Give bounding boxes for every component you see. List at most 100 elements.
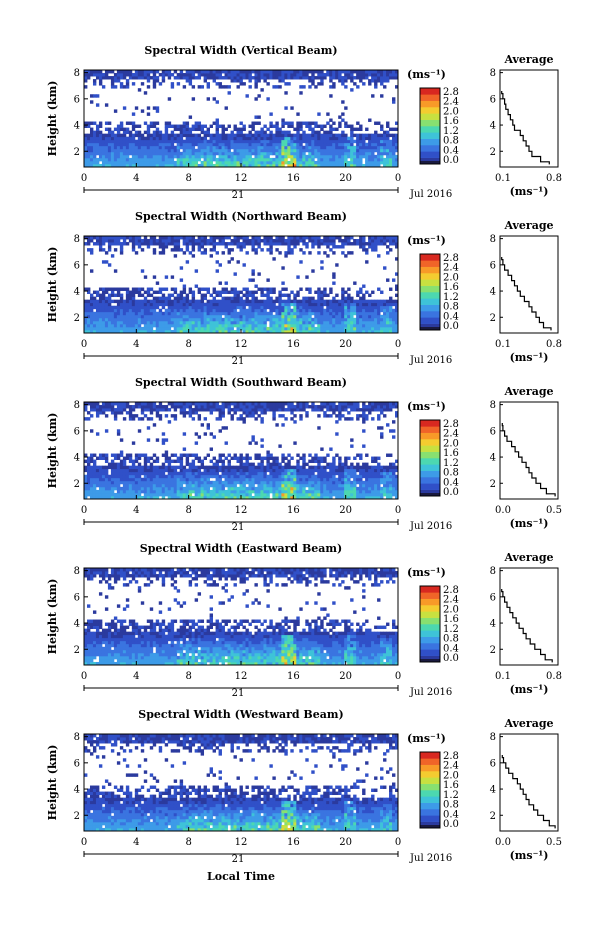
heatmap-cell <box>152 145 157 150</box>
heatmap-cell <box>176 486 181 491</box>
heatmap-cell <box>233 157 237 162</box>
heatmap-cell <box>101 474 106 479</box>
heatmap-cell <box>182 127 187 132</box>
heatmap-cell <box>170 287 175 291</box>
heatmap-cell <box>257 314 261 319</box>
heatmap-cell <box>107 242 112 246</box>
heatmap-cell <box>254 115 258 119</box>
heatmap-cell <box>317 317 321 322</box>
heatmap-cell <box>293 320 297 325</box>
heatmap-cell <box>233 136 237 141</box>
heatmap-cell <box>263 480 267 485</box>
heatmap-cell <box>260 293 264 298</box>
heatmap-cell <box>134 453 139 457</box>
heatmap-cell <box>134 133 139 138</box>
heatmap-cell <box>182 408 187 412</box>
heatmap-cell <box>116 402 121 406</box>
heatmap-cell <box>239 76 243 80</box>
heatmap-cell <box>206 311 210 316</box>
heatmap-cell <box>191 468 196 473</box>
heatmap-cell <box>194 148 199 153</box>
heatmap-cell <box>98 236 103 240</box>
heatmap-cell <box>377 287 381 291</box>
heatmap-cell <box>254 130 258 135</box>
heatmap-cell <box>194 314 199 319</box>
heatmap-cell <box>191 124 196 128</box>
heatmap-cell <box>368 299 372 304</box>
heatmap-cell <box>275 163 279 168</box>
heatmap-cell <box>179 408 184 412</box>
heatmap-cell <box>191 73 196 77</box>
heatmap-cell <box>158 154 163 159</box>
heatmap-cell <box>386 302 390 307</box>
heatmap-cell <box>191 320 196 325</box>
heatmap-cell <box>272 483 276 488</box>
heatmap-cell <box>287 495 291 500</box>
heatmap-cell <box>296 314 300 319</box>
heatmap-cell <box>128 456 133 460</box>
heatmap-cell <box>84 302 88 307</box>
heatmap-cell <box>341 145 345 150</box>
heatmap-cell <box>272 323 276 328</box>
heatmap-cell <box>305 245 309 249</box>
heatmap-cell <box>278 145 282 150</box>
heatmap-cell <box>272 408 276 412</box>
heatmap-cell <box>119 142 124 147</box>
heatmap-cell <box>206 239 210 243</box>
heatmap-cell <box>140 314 145 319</box>
heatmap-cell <box>104 471 109 476</box>
heatmap-cell <box>275 154 279 159</box>
heatmap-cell <box>167 145 172 150</box>
heatmap-cell <box>215 76 219 80</box>
heatmap-cell <box>188 76 193 80</box>
heatmap-cell <box>95 480 100 485</box>
heatmap-cell <box>350 236 354 240</box>
heatmap-cell <box>137 70 142 74</box>
heatmap-cell <box>197 248 202 252</box>
heatmap-cell <box>116 465 121 470</box>
heatmap-cell <box>356 329 360 334</box>
heatmap-cell <box>173 145 178 150</box>
heatmap-cell <box>140 408 145 412</box>
heatmap-cell <box>137 124 142 128</box>
heatmap-cell <box>251 323 255 328</box>
heatmap-cell <box>170 468 175 473</box>
heatmap-cell <box>392 73 396 77</box>
heatmap-cell <box>293 133 297 138</box>
heatmap-cell <box>266 462 270 467</box>
heatmap-cell <box>308 320 312 325</box>
heatmap-cell <box>131 151 136 156</box>
heatmap-cell <box>218 405 222 409</box>
heatmap-cell <box>368 308 372 313</box>
heatmap-cell <box>206 133 210 138</box>
heatmap-cell <box>116 163 121 168</box>
heatmap-cell <box>365 305 369 310</box>
heatmap-cell <box>164 326 169 331</box>
heatmap-cell <box>395 133 399 138</box>
heatmap-cell <box>371 148 375 153</box>
heatmap-cell <box>341 293 345 298</box>
heatmap-cell <box>386 139 390 144</box>
heatmap-cell <box>302 251 306 255</box>
heatmap-cell <box>161 477 166 482</box>
heatmap-cell <box>305 73 309 77</box>
heatmap-cell <box>179 320 184 325</box>
heatmap-cell <box>272 456 276 460</box>
heatmap-cell <box>248 308 252 313</box>
heatmap-cell <box>278 323 282 328</box>
heatmap-cell <box>122 73 127 77</box>
heatmap-cell <box>161 492 166 497</box>
heatmap-cell <box>104 483 109 488</box>
heatmap-cell <box>113 163 118 168</box>
heatmap-cell <box>149 320 154 325</box>
heatmap-cell <box>371 242 375 246</box>
heatmap-cell <box>380 82 384 86</box>
heatmap-cell <box>296 468 300 473</box>
heatmap-cell <box>116 495 121 500</box>
heatmap-cell <box>113 414 118 418</box>
heatmap-cell <box>296 154 300 159</box>
heatmap-cell <box>137 326 142 331</box>
heatmap-cell <box>272 414 276 418</box>
heatmap-cell <box>113 160 118 165</box>
heatmap-cell <box>98 453 103 457</box>
